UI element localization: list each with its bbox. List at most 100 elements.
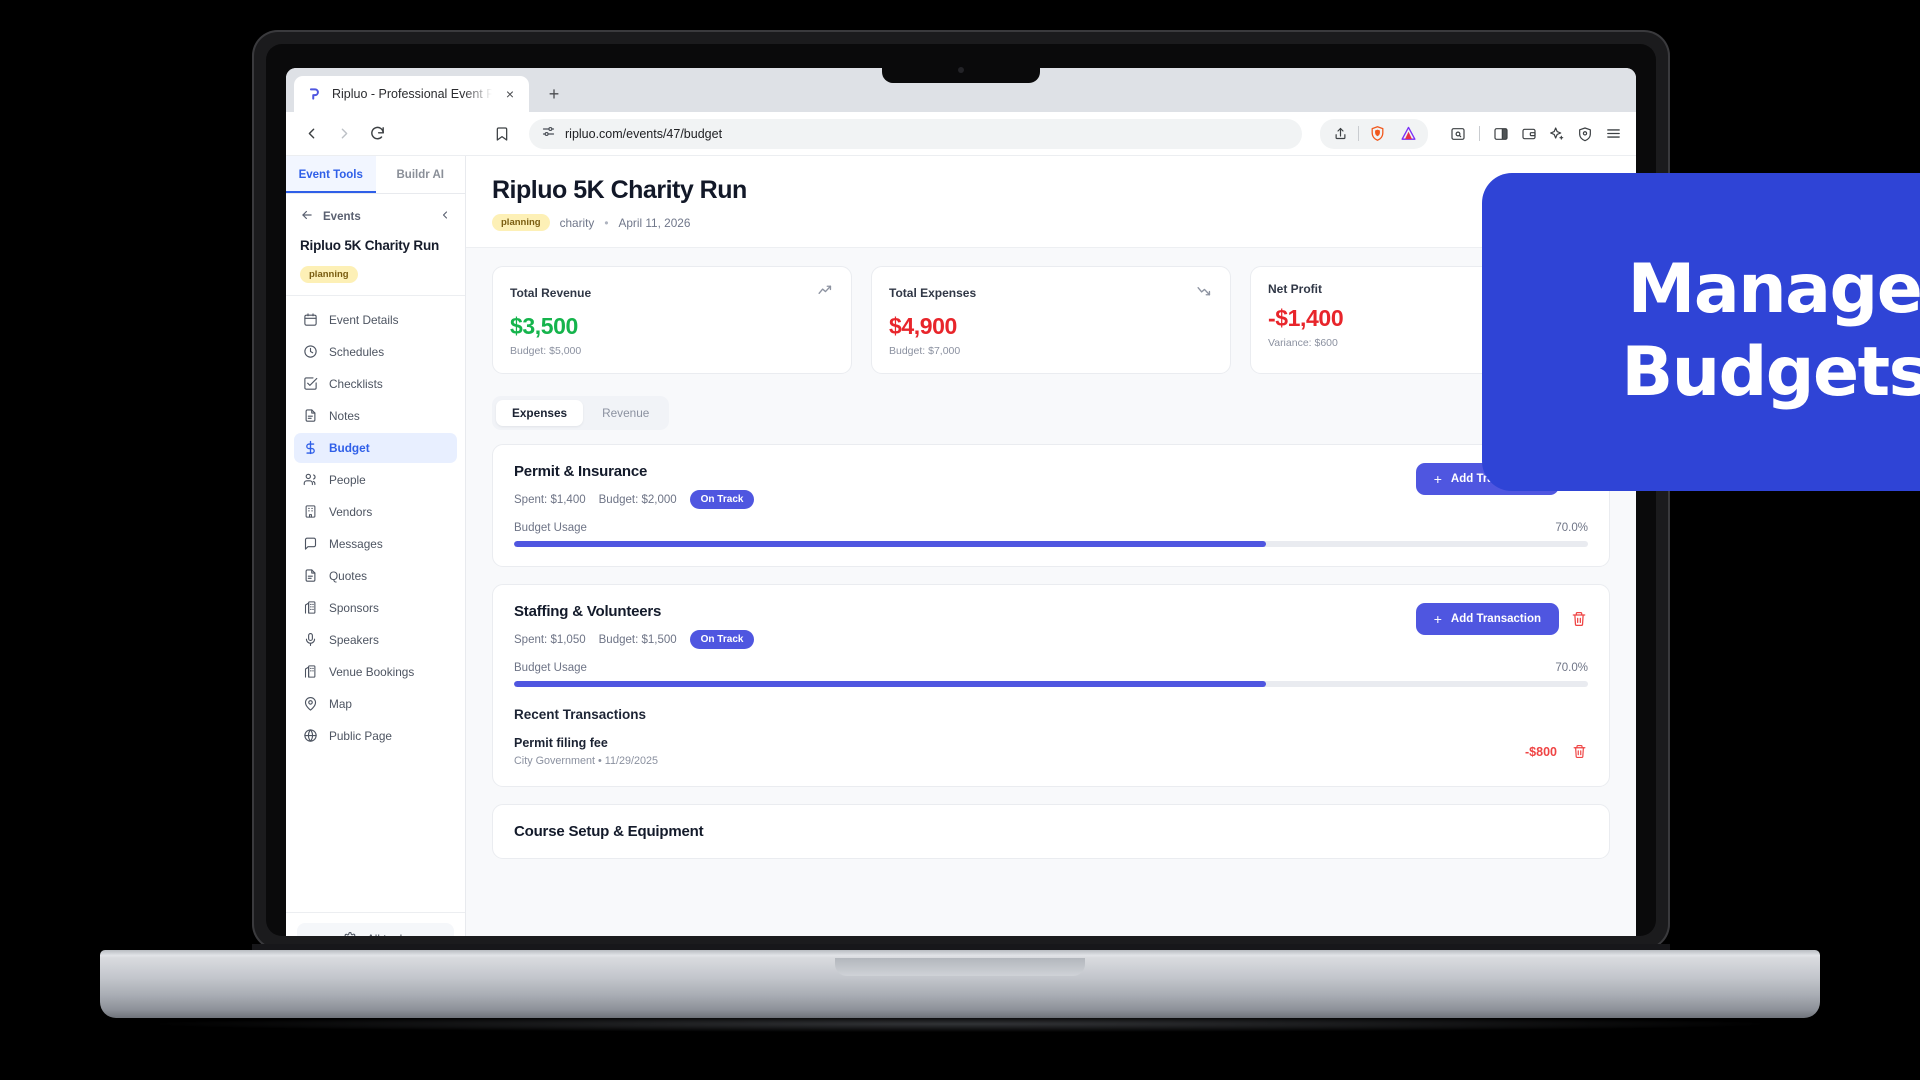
laptop-shadow [160,1016,1760,1032]
sidebar-item-venue-bookings[interactable]: Venue Bookings [294,657,457,687]
extension-group [1320,118,1428,149]
stats-row: Total Revenue $3,500 Budget: $5,000 Tota… [466,248,1636,374]
sidebar-item-messages[interactable]: Messages [294,529,457,559]
breadcrumb[interactable]: Events [300,208,451,225]
sidebar-item-budget[interactable]: Budget [294,432,457,463]
sidebar-item-label: People [329,472,366,487]
usage-row: Budget Usage 70.0% [514,662,1588,674]
sidebar-item-label: Vendors [329,504,373,519]
sidebar-item-event-details[interactable]: Event Details [294,305,457,335]
map-pin-icon [303,696,318,711]
office-building-icon [303,664,318,679]
event-category: charity [559,215,595,230]
tune-icon[interactable] [541,124,556,144]
sidebar-item-speakers[interactable]: Speakers [294,625,457,655]
sidebar-item-people[interactable]: People [294,465,457,495]
sidebar-item-quotes[interactable]: Quotes [294,561,457,591]
sidebar-item-label: Speakers [329,632,379,647]
menu-icon[interactable] [1600,121,1626,147]
app-body: Event Tools Buildr AI Events [286,156,1636,936]
extension-icon[interactable] [1395,121,1421,147]
sidebar-event-title: Ripluo 5K Charity Run [300,238,440,253]
sidebar-item-notes[interactable]: Notes [294,401,457,431]
chevron-left-icon[interactable] [439,209,451,224]
browser-window: Ripluo - Professional Event Pla × + [286,68,1636,936]
budget-card-facts: Spent: $1,400 Budget: $2,000 On Track [514,490,755,509]
budget-value: Budget: $2,000 [598,493,677,506]
tab-expenses[interactable]: Expenses [496,400,584,426]
file-text-icon [303,568,318,583]
wallet-icon[interactable] [1516,121,1542,147]
browser-tab-active[interactable]: Ripluo - Professional Event Pla × [294,76,529,112]
sidebar-item-label: Public Page [329,728,392,743]
overlay-line-2: Budgets [1621,333,1920,412]
progress-bar-fill [514,681,1266,687]
tab-revenue[interactable]: Revenue [602,406,650,420]
transaction-info: Permit filing fee City Government • 11/2… [514,736,658,767]
sidebar-item-checklists[interactable]: Checklists [294,369,457,399]
progress-bar-track [514,541,1588,547]
sidebar-item-label: Sponsors [329,600,379,615]
sidebar-item-label: Checklists [329,376,383,391]
search-panel-icon[interactable] [1445,121,1471,147]
toolbar-right-icons [1445,121,1626,147]
close-icon[interactable]: × [505,86,515,102]
sidebar-item-sponsors[interactable]: Sponsors [294,593,457,623]
sidebar: Event Tools Buildr AI Events [286,156,466,936]
tab-buildr-ai[interactable]: Buildr AI [396,168,445,181]
stat-value: -$1,400 [1268,305,1344,331]
transaction-right: -$800 [1525,743,1588,761]
budget-card-actions: + Add Transaction [1415,603,1588,635]
status-badge: planning [492,214,550,231]
address-bar[interactable]: ripluo.com/events/47/budget [529,118,1302,149]
sidebar-item-map[interactable]: Map [294,689,457,719]
calendar-icon [303,312,318,327]
brave-shields-icon[interactable] [1364,121,1390,147]
arrow-left-icon[interactable] [300,208,314,225]
page-meta: planning charity • April 11, 2026 [492,214,1610,231]
trash-icon[interactable] [1570,610,1588,628]
laptop-frame: Ripluo - Professional Event Pla × + [252,30,1920,950]
sidebar-item-public-page[interactable]: Public Page [294,721,457,751]
address-bar-url: ripluo.com/events/47/budget [565,126,723,141]
usage-label: Budget Usage [514,662,587,674]
sidebar-item-schedules[interactable]: Schedules [294,337,457,367]
progress-bar-fill [514,541,1266,547]
all-tools-label: All tools [367,932,408,937]
usage-percent: 70.0% [1555,662,1588,674]
reload-icon[interactable] [362,119,392,149]
sidebar-item-label: Quotes [329,568,368,583]
back-button[interactable] [296,119,326,149]
sidebar-item-vendors[interactable]: Vendors [294,497,457,527]
share-icon[interactable] [1327,121,1353,147]
usage-label: Budget Usage [514,522,587,534]
budget-card-facts: Spent: $1,050 Budget: $1,500 On Track [514,630,755,649]
transaction-row: Permit filing fee City Government • 11/2… [514,736,1588,767]
sidebar-item-label: Map [329,696,352,711]
trend-down-icon [1196,282,1213,304]
status-badge: On Track [689,490,755,509]
laptop-base-notch [835,958,1085,976]
segmented-tabs: Expenses Revenue [492,396,670,430]
gear-icon [343,931,358,936]
sidebar-item-label: Event Details [329,312,399,327]
stat-top: Net Profit [1268,282,1592,296]
forward-button[interactable] [329,119,359,149]
shield-icon[interactable] [1572,121,1598,147]
ripluo-logo-icon [307,86,323,102]
sidebar-panel-icon[interactable] [1488,121,1514,147]
trend-up-icon [817,282,834,304]
laptop-hinge [252,944,1670,952]
add-transaction-button[interactable]: + Add Transaction [1415,603,1559,635]
sidebar-tabs: Event Tools Buildr AI [286,156,465,194]
budget-card-top: Staffing & Volunteers Spent: $1,050 Budg… [514,603,1588,649]
ai-sparkle-icon[interactable] [1544,121,1570,147]
trash-icon[interactable] [1570,743,1588,761]
all-tools-button[interactable]: All tools [297,923,454,936]
transaction-amount: -$800 [1525,744,1557,759]
sidebar-item-label: Venue Bookings [329,664,415,679]
new-tab-button[interactable]: + [548,83,560,104]
overlay-line-1: Manage [1627,250,1920,330]
bookmark-icon[interactable] [487,119,517,149]
tab-event-tools[interactable]: Event Tools [286,156,376,193]
